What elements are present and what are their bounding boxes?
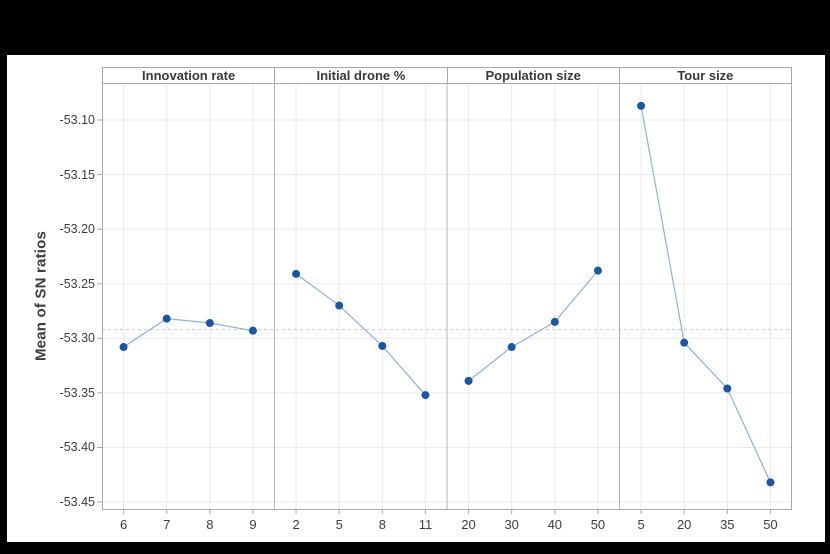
data-point: [378, 341, 387, 350]
panel-header-label: Initial drone %: [274, 68, 446, 83]
data-point: [335, 301, 344, 310]
x-tick-label: 5: [637, 517, 645, 532]
y-tick-label: -53.15: [59, 167, 95, 182]
x-tick-label: 6: [119, 517, 128, 532]
x-tick-label: 50: [763, 517, 778, 532]
data-point: [723, 384, 732, 393]
main-effects-plot: Mean of SN ratios Innovation rate Initial…: [7, 55, 825, 542]
y-tick-label: -53.10: [59, 113, 95, 127]
data-point: [766, 478, 775, 487]
x-tick-label: 7: [163, 517, 171, 532]
data-point: [680, 338, 689, 347]
y-tick-label: -53.45: [59, 495, 95, 510]
y-tick-label: -53.40: [59, 440, 95, 455]
x-tick-label: 8: [206, 517, 214, 532]
x-tick-label: 35: [720, 517, 735, 532]
x-tick-label: 20: [676, 517, 692, 532]
x-tick-label: 20: [461, 517, 476, 532]
data-point: [119, 343, 128, 352]
y-tick-label: -53.30: [59, 331, 95, 346]
panel-header-label: Population size: [446, 68, 619, 83]
series-line: [123, 318, 254, 348]
x-tick-label: 30: [504, 517, 519, 532]
x-tick-label: 2: [292, 517, 300, 532]
x-tick-label: 11: [418, 517, 433, 532]
plot-svg: [97, 83, 792, 514]
data-point: [507, 343, 516, 352]
x-tick-label: 9: [249, 517, 257, 532]
y-tick-label: -53.35: [59, 385, 95, 400]
x-tick-label: 40: [547, 517, 563, 532]
data-point: [593, 266, 602, 275]
x-tick-label: 50: [590, 517, 606, 532]
data-point: [421, 391, 430, 400]
y-tick-label: -53.25: [59, 276, 95, 291]
series-line: [640, 105, 771, 483]
data-point: [205, 319, 214, 328]
data-point: [248, 326, 257, 335]
x-tick-label: 5: [335, 517, 343, 532]
data-point: [637, 101, 646, 110]
series-line: [468, 270, 599, 382]
x-tick-label: 8: [378, 517, 386, 532]
plot-frame: [102, 83, 792, 510]
data-point: [550, 317, 559, 326]
data-point: [162, 314, 171, 323]
data-point: [464, 376, 473, 385]
panel-header-label: Tour size: [618, 68, 791, 83]
data-point: [292, 269, 301, 278]
series-line: [295, 273, 426, 396]
panel-header-label: Innovation rate: [142, 68, 236, 83]
y-tick-label: -53.20: [59, 222, 95, 237]
